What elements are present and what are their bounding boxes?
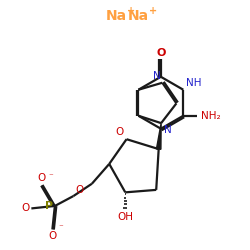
Text: O: O (156, 48, 166, 58)
Text: O: O (37, 173, 45, 183)
Text: NH₂: NH₂ (201, 111, 220, 121)
Text: N: N (153, 71, 161, 81)
Text: +: + (149, 6, 157, 16)
Text: +: + (127, 6, 135, 16)
Text: N: N (164, 125, 172, 135)
Text: ⁻: ⁻ (49, 172, 54, 181)
Text: Na: Na (106, 9, 127, 23)
Text: P: P (45, 201, 53, 211)
Text: NH: NH (186, 78, 202, 88)
Text: O: O (48, 232, 56, 241)
Text: O: O (75, 185, 84, 195)
Text: ⁻: ⁻ (58, 224, 63, 233)
Text: O: O (22, 204, 30, 214)
Text: O: O (115, 127, 124, 137)
Text: Na: Na (128, 9, 149, 23)
Text: OH: OH (117, 212, 133, 222)
Polygon shape (156, 123, 161, 149)
